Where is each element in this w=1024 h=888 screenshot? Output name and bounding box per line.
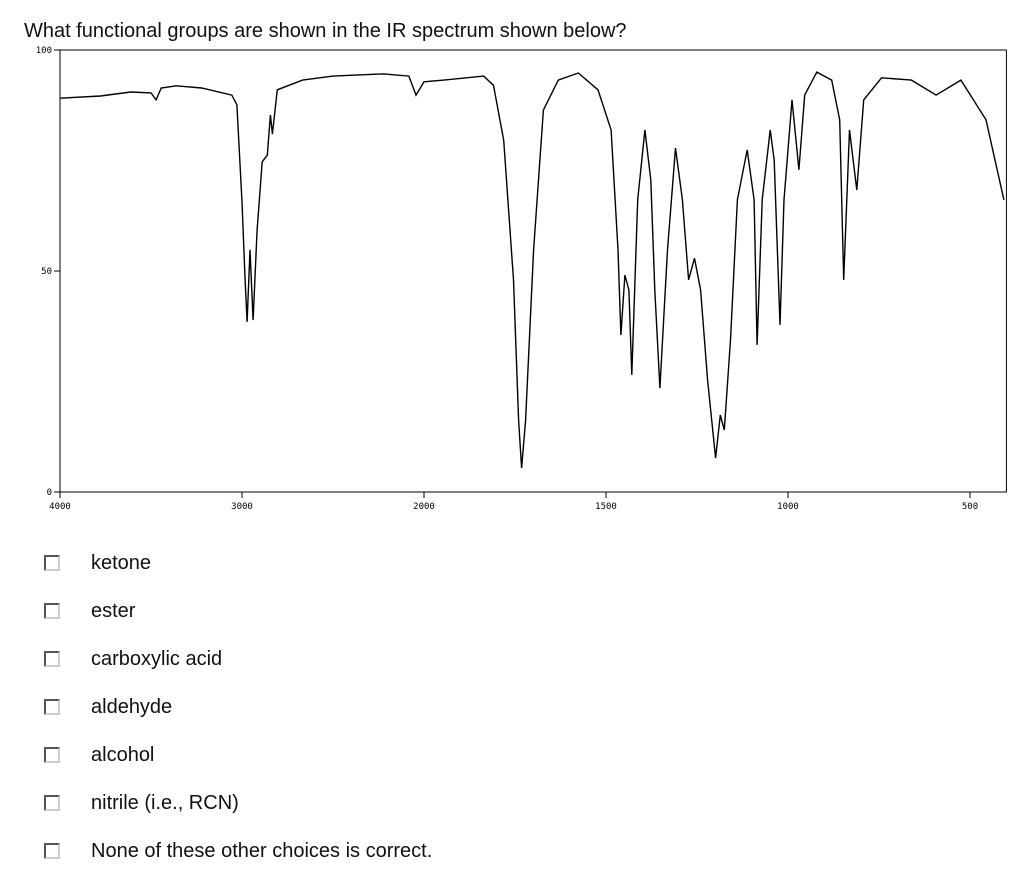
option-label[interactable]: None of these other choices is correct.: [91, 839, 433, 862]
y-tick-label: 0: [47, 488, 52, 498]
option: nitrile (i.e., RCN): [44, 788, 239, 818]
x-tick-label: 2000: [413, 502, 435, 512]
question: What functional groups are shown in the …: [24, 20, 627, 42]
option-label[interactable]: ketone: [91, 551, 152, 574]
option-label[interactable]: ester: [91, 599, 136, 622]
option-label[interactable]: aldehyde: [91, 695, 173, 718]
x-tick-label: 4000: [49, 502, 71, 512]
option: alcohol: [44, 740, 154, 770]
x-tick-label: 1000: [777, 502, 799, 512]
checkbox[interactable]: [44, 699, 60, 715]
option: None of these other choices is correct.: [44, 836, 432, 866]
checkbox[interactable]: [44, 843, 60, 859]
chart: 0 50 100 4000 3000 2000 1500 1000 500: [36, 46, 1007, 512]
x-tick-label: 1500: [595, 502, 617, 512]
option: ketone: [44, 548, 151, 578]
checkbox[interactable]: [44, 747, 60, 763]
spectrum-line: [59, 71, 1005, 469]
y-tick-label: 50: [41, 267, 52, 277]
checkbox[interactable]: [44, 651, 60, 667]
checkbox[interactable]: [44, 603, 60, 619]
checkbox[interactable]: [44, 795, 60, 811]
option-label[interactable]: alcohol: [91, 743, 155, 766]
y-tick-label: 100: [36, 46, 52, 56]
option-label[interactable]: nitrile (i.e., RCN): [91, 791, 239, 814]
checkbox[interactable]: [44, 555, 60, 571]
x-tick-label: 3000: [231, 502, 253, 512]
option: aldehyde: [44, 692, 172, 722]
option: carboxylic acid: [44, 644, 222, 674]
x-tick-label: 500: [962, 502, 978, 512]
option-label[interactable]: carboxylic acid: [91, 647, 223, 670]
option: ester: [44, 596, 135, 626]
